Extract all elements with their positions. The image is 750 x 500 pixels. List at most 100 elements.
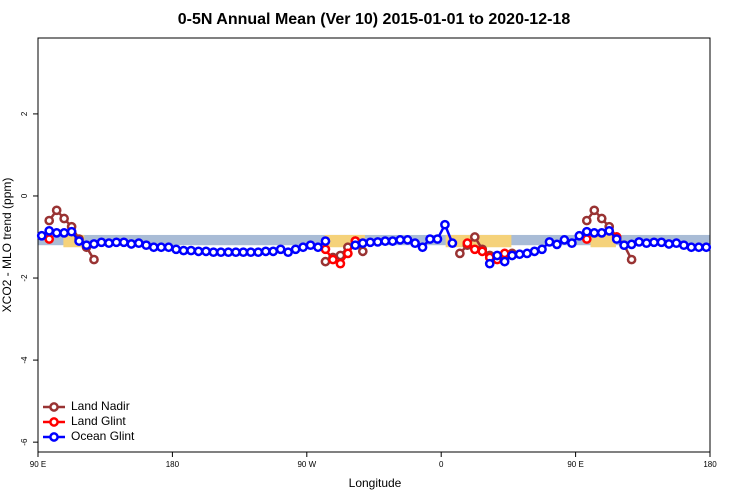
series-marker <box>283 247 293 258</box>
x-tick-label: 0 <box>439 460 444 469</box>
series-marker <box>484 258 495 269</box>
legend-marker <box>49 417 59 427</box>
series-marker <box>126 239 137 249</box>
y-tick-label: -4 <box>20 356 29 364</box>
series-marker <box>671 238 682 249</box>
series-marker <box>529 246 540 257</box>
series-marker <box>89 239 99 249</box>
series-marker <box>51 205 62 216</box>
x-tick-label: 180 <box>703 460 717 469</box>
series-marker <box>589 205 600 216</box>
series-marker <box>589 228 600 238</box>
series-marker <box>36 230 47 241</box>
series-marker <box>320 256 331 267</box>
series-marker <box>335 250 346 261</box>
series-marker <box>350 240 361 251</box>
y-tick-label: 2 <box>20 111 29 116</box>
series-marker <box>626 239 637 250</box>
series-marker <box>492 250 503 261</box>
series-marker <box>552 239 562 250</box>
series-marker <box>320 236 331 246</box>
series-marker <box>201 246 211 257</box>
series-marker <box>171 244 181 255</box>
series-marker <box>664 239 674 249</box>
series-marker <box>693 242 704 253</box>
x-axis-label: Longitude <box>349 476 402 490</box>
series-marker <box>656 237 667 248</box>
series-marker <box>119 237 129 248</box>
series-marker <box>395 235 405 245</box>
series-marker <box>275 244 286 255</box>
series-marker <box>59 213 69 224</box>
series-marker <box>290 244 301 255</box>
series-marker <box>507 250 517 261</box>
series-marker <box>178 245 189 256</box>
legend-marker <box>49 402 59 412</box>
legend-label: Land Glint <box>71 414 126 428</box>
series-marker <box>313 242 323 253</box>
series-marker <box>81 240 92 251</box>
series-marker <box>469 244 480 255</box>
series-marker <box>611 234 622 244</box>
series-marker <box>462 238 473 249</box>
series-marker <box>320 244 331 255</box>
series-marker <box>186 245 196 256</box>
series-marker <box>701 242 712 253</box>
series-marker <box>245 247 256 258</box>
series-marker <box>223 247 234 258</box>
series-marker <box>133 238 144 249</box>
series-marker <box>380 236 391 246</box>
series-marker <box>499 256 510 267</box>
series-marker <box>581 215 592 226</box>
y-tick-label: 0 <box>20 193 29 198</box>
series-marker <box>44 215 55 226</box>
series-marker <box>641 238 652 249</box>
series-marker <box>238 247 249 258</box>
series-marker <box>156 242 167 253</box>
series-marker <box>619 240 629 251</box>
series-marker <box>447 238 458 249</box>
series-marker <box>581 234 592 244</box>
series-marker <box>141 240 152 251</box>
series-marker <box>231 247 241 258</box>
series-marker <box>499 248 510 259</box>
series-marker <box>514 249 525 260</box>
series-marker <box>148 242 159 253</box>
series-marker <box>574 230 585 241</box>
series-marker <box>596 228 607 238</box>
series-marker <box>298 242 308 253</box>
series-marker <box>679 240 689 251</box>
series-marker <box>365 237 376 248</box>
series-marker <box>51 228 62 238</box>
series-marker <box>372 237 383 247</box>
x-tick-label: 90 W <box>297 460 316 469</box>
series-marker <box>686 242 697 253</box>
series-marker <box>634 237 644 247</box>
x-tick-label: 90 E <box>567 460 583 469</box>
series-marker <box>216 247 226 258</box>
legend-marker <box>49 432 59 442</box>
series-marker <box>522 248 532 259</box>
series-marker <box>387 236 398 246</box>
series-marker <box>111 237 122 248</box>
series-marker <box>417 242 428 253</box>
series-marker <box>59 228 69 238</box>
legend-label: Land Nadir <box>71 399 130 413</box>
series-marker <box>268 246 279 257</box>
series-marker <box>469 232 480 242</box>
x-tick-label: 180 <box>166 460 180 469</box>
series-marker <box>253 247 264 258</box>
band <box>590 234 616 248</box>
series-marker <box>559 235 570 245</box>
series-marker <box>581 226 592 237</box>
series-marker <box>440 219 450 230</box>
series-marker <box>328 254 338 265</box>
series-marker <box>432 234 443 244</box>
series-marker <box>357 246 368 257</box>
series-marker <box>537 244 547 255</box>
series-marker <box>74 236 84 246</box>
series-marker <box>66 226 77 237</box>
series-marker <box>402 235 413 245</box>
series-marker <box>163 242 174 253</box>
